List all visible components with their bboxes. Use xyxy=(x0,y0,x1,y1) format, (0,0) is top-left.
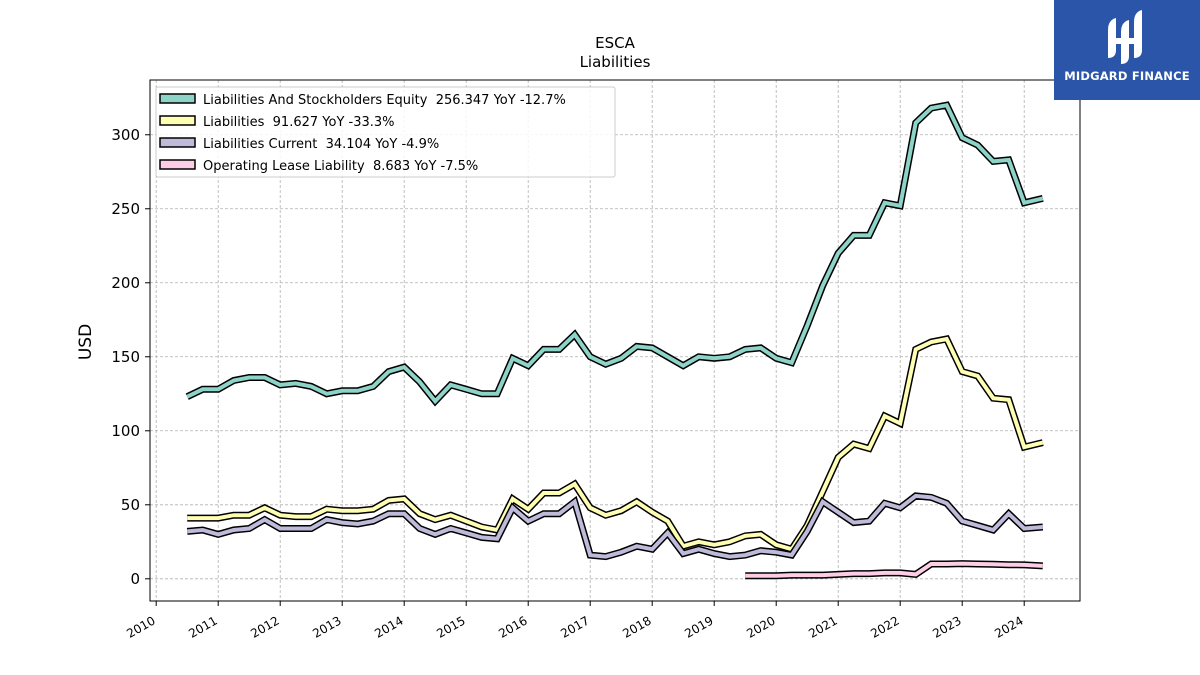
x-tick-label: 2019 xyxy=(682,613,715,640)
legend-label: Operating Lease Liability 8.683 YoY -7.5… xyxy=(203,159,478,174)
x-tick-label: 2020 xyxy=(744,613,777,640)
x-tick-label: 2017 xyxy=(558,613,591,640)
y-tick-label: 0 xyxy=(130,570,140,588)
legend-label: Liabilities 91.627 YoY -33.3% xyxy=(203,115,395,130)
x-tick-label: 2012 xyxy=(248,613,281,640)
chart-subtitle: Liabilities xyxy=(580,53,651,71)
legend-label: Liabilities And Stockholders Equity 256.… xyxy=(203,93,566,108)
series-line-0 xyxy=(186,102,1044,405)
chart-title: ESCA xyxy=(595,34,635,52)
legend-box xyxy=(155,86,616,178)
x-axis: 2010 2011 2012 2013 2014 2015 2016 2017 2018 2019… xyxy=(124,601,1026,641)
legend-swatch xyxy=(159,137,196,148)
y-tick-label: 150 xyxy=(111,348,140,366)
x-tick-label: 2011 xyxy=(186,613,219,640)
x-tick-label: 2023 xyxy=(930,613,963,640)
x-tick-label: 2021 xyxy=(806,613,839,640)
series-line-2 xyxy=(187,493,1043,559)
x-tick-label: 2016 xyxy=(496,613,529,640)
legend-swatch xyxy=(159,115,196,126)
x-tick-label: 2010 xyxy=(124,613,157,640)
legend: Liabilities And Stockholders Equity 256.… xyxy=(155,86,616,178)
series-line-3 xyxy=(745,561,1043,578)
x-tick-label: 2022 xyxy=(868,613,901,640)
x-tick-label: 2024 xyxy=(992,613,1025,640)
series-lines xyxy=(185,101,1044,580)
y-tick-label: 300 xyxy=(111,126,140,144)
plot-frame xyxy=(149,79,1081,602)
x-tick-label: 2018 xyxy=(620,613,653,640)
logo-text: MIDGARD FINANCE xyxy=(1064,69,1190,83)
y-axis: 0 50 100 150 200 250 300 xyxy=(111,126,150,588)
legend-swatch xyxy=(159,159,196,170)
y-tick-label: 200 xyxy=(111,274,140,292)
y-tick-label: 100 xyxy=(111,422,140,440)
legend-swatch xyxy=(159,93,196,104)
legend-label: Liabilities Current 34.104 YoY -4.9% xyxy=(203,137,439,152)
y-tick-label: 250 xyxy=(111,200,140,218)
y-tick-label: 50 xyxy=(121,496,140,514)
brand-logo: MIDGARD FINANCE xyxy=(1054,0,1200,100)
midgard-logo-icon xyxy=(1108,10,1142,64)
y-axis-label: USD xyxy=(76,324,96,360)
series-line-1 xyxy=(187,336,1044,552)
series-line-outline-1 xyxy=(187,335,1044,554)
x-tick-label: 2014 xyxy=(372,613,405,640)
x-tick-label: 2013 xyxy=(310,613,343,640)
x-tick-label: 2015 xyxy=(434,613,467,640)
